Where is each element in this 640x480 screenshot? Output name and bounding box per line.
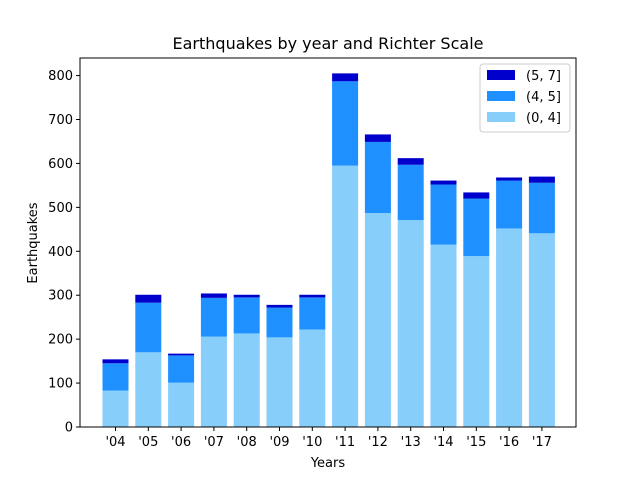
bar-04-series-0 — [102, 390, 129, 427]
bar-14-series-2 — [430, 180, 457, 185]
bar-15-series-0 — [463, 256, 490, 427]
bar-14-series-1 — [430, 184, 457, 245]
x-tick-label: '15 — [466, 435, 486, 450]
bar-05-series-0 — [135, 352, 162, 427]
x-tick-label: '06 — [171, 435, 191, 450]
bar-09-series-2 — [266, 304, 293, 308]
bar-06-series-1 — [168, 355, 195, 383]
x-axis: '04 '05 '06 '07 '08 '09 '10 '11 '12 '13 '14 '15 '16 '… — [105, 427, 552, 450]
legend-label: (5, 7] — [526, 69, 561, 84]
bar-08-series-0 — [233, 333, 260, 427]
x-tick-label: '08 — [237, 435, 257, 450]
bar-15-series-2 — [463, 192, 490, 199]
legend-swatch — [487, 70, 515, 80]
x-tick-label: '11 — [335, 435, 355, 450]
y-tick-label: 800 — [48, 69, 73, 84]
x-tick-label: '16 — [499, 435, 519, 450]
x-tick-label: '07 — [204, 435, 224, 450]
x-tick-label: '13 — [401, 435, 421, 450]
bar-07-series-1 — [200, 297, 227, 337]
bar-10-series-2 — [299, 294, 326, 298]
bar-05-series-1 — [135, 302, 162, 353]
x-tick-label: '17 — [532, 435, 552, 450]
x-tick-label: '09 — [269, 435, 289, 450]
bar-07-series-2 — [200, 293, 227, 298]
bar-14-series-0 — [430, 244, 457, 427]
bar-17-series-0 — [528, 233, 555, 427]
y-tick-label: 300 — [48, 289, 73, 304]
y-axis: 0 100 200 300 400 500 600 700 800 — [48, 69, 80, 436]
x-tick-label: '12 — [368, 435, 388, 450]
chart-title: Earthquakes by year and Richter Scale — [173, 34, 484, 53]
x-tick-label: '04 — [105, 435, 125, 450]
bar-06-series-2 — [168, 353, 195, 356]
x-axis-label: Years — [310, 456, 346, 471]
bar-10-series-1 — [299, 297, 326, 330]
bar-12-series-1 — [364, 141, 391, 214]
bar-04-series-2 — [102, 359, 129, 364]
bar-16-series-0 — [496, 228, 523, 427]
bar-11-series-2 — [332, 73, 359, 82]
y-tick-label: 200 — [48, 333, 73, 348]
bar-09-series-0 — [266, 337, 293, 427]
bar-12-series-2 — [364, 134, 391, 142]
legend-label: (0, 4] — [526, 111, 561, 126]
bar-05-series-2 — [135, 294, 162, 303]
bar-11-series-1 — [332, 81, 359, 166]
bar-13-series-2 — [397, 158, 424, 165]
bar-08-series-2 — [233, 294, 260, 298]
x-tick-label: '14 — [433, 435, 453, 450]
x-tick-label: '10 — [302, 435, 322, 450]
y-tick-label: 400 — [48, 245, 73, 260]
bar-12-series-0 — [364, 213, 391, 427]
bars-group — [102, 73, 555, 428]
bar-06-series-0 — [168, 382, 195, 427]
bar-17-series-2 — [528, 176, 555, 183]
bar-13-series-1 — [397, 164, 424, 221]
bar-16-series-1 — [496, 180, 523, 229]
bar-07-series-0 — [200, 336, 227, 427]
x-tick-label: '05 — [138, 435, 158, 450]
bar-08-series-1 — [233, 297, 260, 334]
bar-09-series-1 — [266, 307, 293, 338]
y-axis-label: Earthquakes — [26, 202, 41, 283]
bar-10-series-0 — [299, 329, 326, 427]
y-tick-label: 0 — [65, 421, 73, 436]
bar-04-series-1 — [102, 363, 129, 391]
y-tick-label: 600 — [48, 157, 73, 172]
bar-13-series-0 — [397, 220, 424, 427]
legend: (5, 7] (4, 5] (0, 4] — [479, 63, 571, 133]
plot-frame — [79, 57, 577, 428]
bar-16-series-2 — [496, 177, 523, 181]
y-tick-label: 100 — [48, 377, 73, 392]
legend-label: (4, 5] — [526, 90, 561, 105]
y-tick-label: 700 — [48, 113, 73, 128]
legend-swatch — [487, 112, 515, 122]
legend-swatch — [487, 91, 515, 101]
bar-11-series-0 — [332, 165, 359, 428]
bar-17-series-1 — [528, 182, 555, 234]
bar-15-series-1 — [463, 198, 490, 257]
y-tick-label: 500 — [48, 201, 73, 216]
